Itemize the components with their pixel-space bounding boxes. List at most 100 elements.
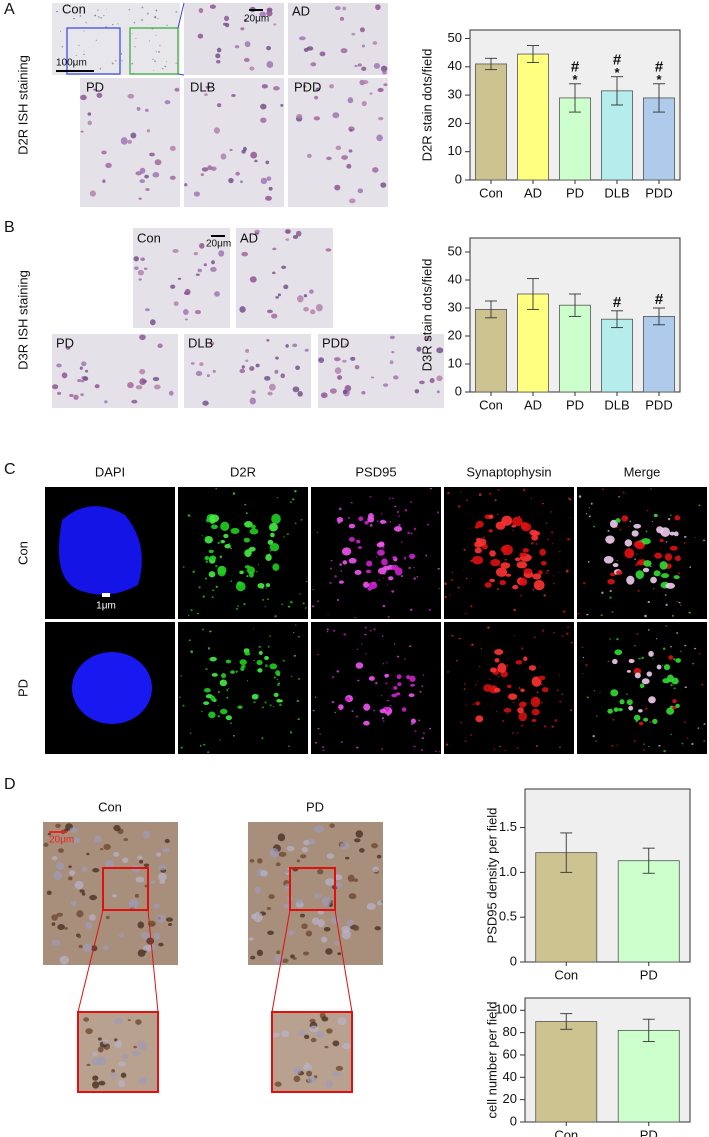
- texture-dot: [230, 670, 235, 674]
- texture-dot: [97, 16, 100, 18]
- texture-dot: [419, 690, 422, 693]
- texture-dot: [618, 496, 621, 498]
- texture-dot: [334, 711, 337, 714]
- texture-dot: [243, 537, 251, 543]
- texture-dot: [137, 949, 146, 957]
- texture-dot: [506, 684, 512, 689]
- texture-dot: [659, 538, 664, 543]
- texture-dot: [414, 730, 417, 733]
- texture-dot: [322, 746, 324, 748]
- texture-dot: [361, 100, 367, 107]
- texture-dot: [357, 188, 364, 194]
- texture-dot: [164, 100, 171, 105]
- texture-dot: [302, 951, 310, 956]
- texture-dot: [607, 708, 613, 714]
- texture-dot: [523, 656, 528, 662]
- texture-dot: [51, 914, 58, 921]
- texture-dot: [133, 1045, 137, 1049]
- texture-dot: [86, 1063, 91, 1067]
- texture-dot: [351, 710, 354, 712]
- texture-dot: [567, 537, 570, 541]
- texture-dot: [282, 660, 285, 662]
- texture-dot: [512, 516, 523, 527]
- texture-dot: [329, 388, 337, 394]
- texture-dot: [103, 15, 105, 17]
- texture-dot: [673, 531, 679, 537]
- texture-dot: [507, 657, 509, 659]
- texture-dot: [422, 732, 426, 735]
- error-bar: [485, 300, 497, 319]
- texture-dot: [488, 529, 493, 533]
- texture-dot: [611, 744, 614, 747]
- texture-dot: [92, 1051, 98, 1057]
- texture-dot: [375, 4, 381, 11]
- texture-dot: [118, 1061, 127, 1067]
- texture-dot: [400, 541, 403, 543]
- texture-dot: [590, 502, 593, 505]
- texture-dot: [94, 14, 97, 17]
- texture-dot: [494, 658, 500, 663]
- texture-dot: [150, 880, 156, 885]
- texture-dot: [280, 373, 285, 379]
- texture-dot: [535, 744, 538, 747]
- texture-dot: [207, 647, 211, 650]
- texture-dot: [533, 636, 536, 639]
- texture-dot: [307, 153, 312, 158]
- significance-label: #: [613, 294, 622, 311]
- texture-dot: [111, 894, 117, 898]
- texture-dot: [164, 65, 167, 68]
- texture-dot: [638, 657, 641, 660]
- image: [577, 487, 707, 619]
- texture-dot: [205, 85, 211, 89]
- error-bar: [611, 310, 623, 329]
- x-tick-label: PDD: [645, 397, 672, 412]
- texture-dot: [361, 44, 365, 48]
- texture-dot: [127, 382, 134, 389]
- texture-dot: [254, 159, 258, 163]
- texture-dot: [210, 695, 216, 701]
- texture-dot: [476, 680, 478, 682]
- texture-dot: [159, 879, 166, 884]
- texture-dot: [547, 538, 549, 541]
- image-texture: [43, 4, 706, 1089]
- texture-dot: [289, 731, 293, 734]
- texture-dot: [131, 62, 133, 65]
- texture-dot: [393, 686, 398, 690]
- texture-dot: [223, 533, 229, 539]
- texture-dot: [489, 578, 496, 583]
- texture-dot: [217, 691, 220, 694]
- texture-dot: [266, 339, 270, 342]
- scale-label: 20μm: [206, 239, 231, 250]
- texture-dot: [382, 662, 385, 665]
- texture-dot: [530, 498, 533, 500]
- texture-dot: [674, 515, 681, 521]
- texture-dot: [409, 553, 416, 560]
- texture-dot: [656, 638, 658, 640]
- texture-dot: [541, 687, 549, 693]
- texture-dot: [188, 614, 190, 617]
- texture-dot: [531, 541, 534, 545]
- texture-dot: [342, 389, 348, 395]
- texture-dot: [283, 284, 289, 290]
- texture-dot: [175, 62, 178, 64]
- texture-dot: [601, 488, 605, 490]
- texture-dot: [410, 718, 416, 724]
- texture-dot: [96, 1056, 107, 1066]
- texture-dot: [243, 19, 247, 22]
- texture-dot: [329, 823, 335, 828]
- texture-dot: [348, 517, 351, 519]
- texture-dot: [582, 673, 585, 675]
- texture-dot: [354, 64, 358, 68]
- texture-dot: [334, 575, 337, 578]
- texture-dot: [684, 721, 686, 724]
- texture-dot: [89, 190, 96, 197]
- texture-dot: [323, 927, 331, 932]
- texture-dot: [470, 734, 472, 736]
- texture-dot: [673, 575, 680, 580]
- texture-dot: [127, 1019, 131, 1022]
- texture-dot: [552, 575, 555, 577]
- texture-dot: [153, 932, 161, 940]
- texture-dot: [65, 346, 71, 350]
- texture-dot: [297, 390, 303, 397]
- y-tick-label: 10: [448, 143, 462, 158]
